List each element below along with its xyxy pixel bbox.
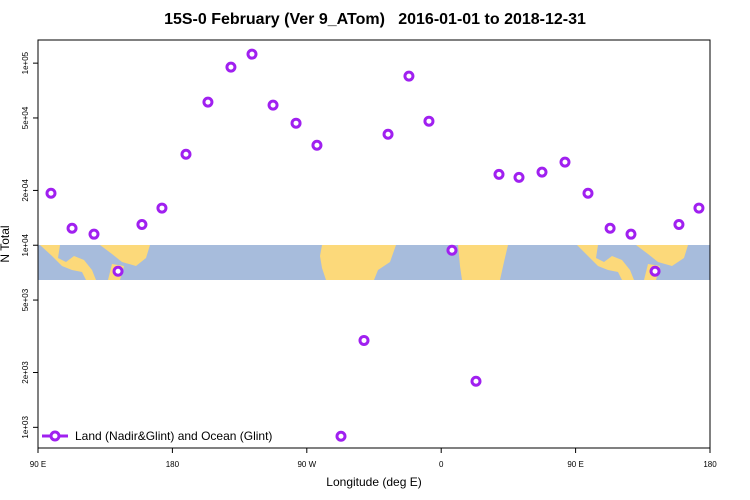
y-tick-label: 2e+04 xyxy=(21,179,30,202)
point xyxy=(202,96,214,108)
point xyxy=(582,187,594,199)
point xyxy=(88,228,100,240)
point xyxy=(423,115,435,127)
legend-label: Land (Nadir&Glint) and Ocean (Glint) xyxy=(75,429,272,443)
x-tick-label: 180 xyxy=(703,460,717,469)
chart-title: 15S-0 February (Ver 9_ATom) 2016-01-01 t… xyxy=(164,11,586,28)
point xyxy=(246,48,258,60)
point xyxy=(513,171,525,183)
point xyxy=(382,128,394,140)
point xyxy=(156,202,168,214)
point xyxy=(470,375,482,387)
y-tick-label: 5e+03 xyxy=(21,288,30,311)
land xyxy=(40,245,96,280)
y-tick-label: 1e+05 xyxy=(21,51,30,74)
point xyxy=(311,139,323,151)
land xyxy=(100,245,150,266)
point xyxy=(559,156,571,168)
point xyxy=(335,430,347,442)
point xyxy=(358,334,370,346)
point xyxy=(136,218,148,230)
point xyxy=(604,222,616,234)
point xyxy=(290,117,302,129)
point xyxy=(45,187,57,199)
y-axis-label: N Total xyxy=(0,225,12,262)
point xyxy=(649,265,661,277)
y-tick-label: 2e+03 xyxy=(21,361,30,384)
y-tick-label: 1e+04 xyxy=(21,233,30,256)
y-tick-label: 5e+04 xyxy=(21,106,30,129)
x-tick-label: 90 E xyxy=(30,460,46,469)
legend-marker xyxy=(49,430,61,442)
point xyxy=(225,61,237,73)
plot-frame xyxy=(37,39,711,449)
x-tick-label: 90 E xyxy=(567,460,583,469)
x-tick-label: 180 xyxy=(166,460,180,469)
map-band xyxy=(38,245,710,280)
point xyxy=(180,148,192,160)
x-tick-label: 0 xyxy=(439,460,444,469)
point xyxy=(625,228,637,240)
point xyxy=(536,166,548,178)
point xyxy=(66,222,78,234)
x-tick-label: 90 W xyxy=(297,460,316,469)
point xyxy=(112,265,124,277)
land xyxy=(320,245,396,280)
x-axis-label: Longitude (deg E) xyxy=(326,475,421,489)
point xyxy=(403,70,415,82)
land xyxy=(458,245,508,280)
point xyxy=(493,168,505,180)
point xyxy=(267,99,279,111)
land xyxy=(636,245,688,266)
land xyxy=(577,245,634,280)
y-tick-label: 1e+03 xyxy=(21,416,30,439)
point xyxy=(693,202,705,214)
point xyxy=(673,218,685,230)
legend: Land (Nadir&Glint) and Ocean (Glint) xyxy=(42,429,272,443)
point xyxy=(446,244,458,256)
